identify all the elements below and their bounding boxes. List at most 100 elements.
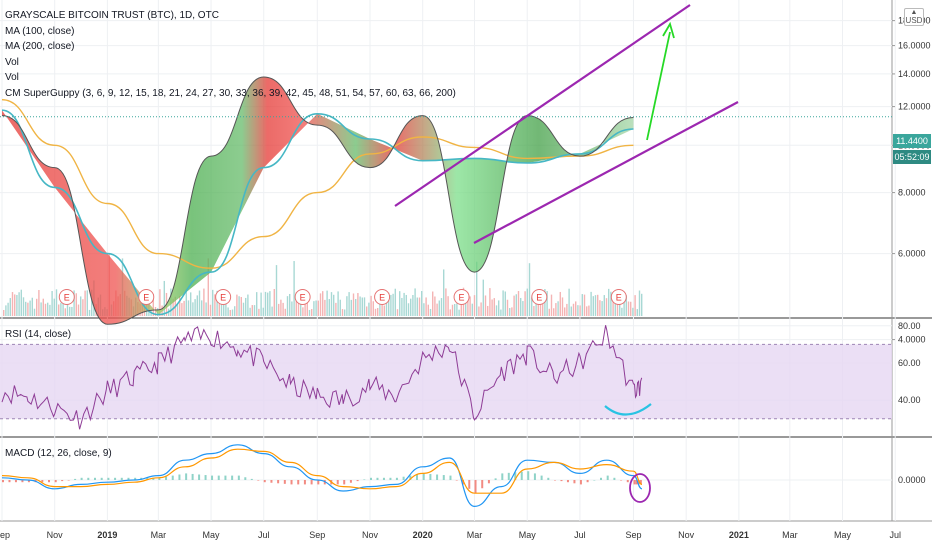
earnings-marker[interactable]: E [294,289,311,305]
ma200-line[interactable] [1,99,634,269]
volume-bar [381,303,383,316]
volume-bar [392,293,394,316]
projection-arrow-shaft[interactable] [646,31,671,141]
volume-bar [355,299,357,316]
volume-bar [577,305,579,316]
earnings-circle [215,289,232,305]
volume-bar [82,299,84,316]
macd-hist-bar [152,477,155,480]
ma100-line[interactable] [1,109,634,316]
volume-bar [183,300,185,316]
macd-hist-bar [297,480,300,485]
volume-bar [297,294,300,316]
volume-bar [445,288,447,316]
symbol-title[interactable]: GRAYSCALE BITCOIN TRUST (BTC), 1D, OTC [5,10,219,21]
volume-bar [51,291,53,316]
volume-bar [71,306,73,316]
volume-bar [234,306,236,316]
volume-bar [205,302,207,316]
earnings-marker[interactable]: E [374,289,391,305]
volume-bar [427,304,429,316]
legend-ma100[interactable]: MA (100, close) [5,25,75,37]
volume-bar [245,297,247,316]
macd-hist-bar [94,477,96,480]
earnings-letter: E [379,293,385,303]
macd-signal-line[interactable] [1,448,643,494]
rsi-label[interactable]: RSI (14, close) [5,329,72,340]
legend-vol-1[interactable]: Vol [5,56,19,68]
macd-hist-bar [566,480,569,483]
earnings-marker[interactable]: E [215,289,232,305]
volume-bar [542,297,544,316]
time-tick-label: Mar [151,530,167,540]
macd-hist-bar [554,480,556,481]
volume-bar [181,303,183,316]
volume-bar [610,291,612,316]
volume-bar [194,299,196,316]
price-line[interactable] [1,76,634,325]
rsi-pane[interactable] [0,325,892,430]
earnings-marker[interactable]: E [58,289,75,305]
macd-hist-bar [303,480,306,485]
volume-bar [341,309,344,316]
volume-bar [515,294,517,316]
volume-bar [590,291,592,316]
volume-bar [236,294,238,316]
price-tick-label: 8.0000 [898,188,926,198]
volume-bar [192,302,194,316]
volume-bar [247,294,249,316]
macd-pane[interactable] [1,444,643,508]
volume-bar [627,301,630,316]
macd-hist-bar [61,480,64,482]
volume-bar [278,303,280,316]
volume-bar [401,297,403,316]
time-tick-label: May [834,530,852,540]
legend-ma200[interactable]: MA (200, close) [5,41,75,53]
volume-bar [352,293,355,316]
earnings-marker[interactable]: E [610,289,627,305]
macd-hist-bar [520,471,523,480]
volume-bar [469,296,471,316]
earnings-marker[interactable]: E [453,289,470,305]
volume-bar [520,297,522,316]
earnings-marker[interactable]: E [138,289,155,305]
macd-hist-bar [455,480,458,481]
volume-bar [473,295,476,316]
volume-bar [179,296,181,316]
rsi-line[interactable] [1,325,643,430]
volume-bar [31,297,33,316]
projection-arrow-head[interactable] [662,21,675,39]
volume-bar [346,296,348,316]
volume-bar [425,297,427,316]
macd-circle-annotation[interactable] [629,473,651,503]
volume-bar [612,302,614,316]
trend-channel-lower[interactable] [473,101,739,244]
volume-bar [625,295,627,316]
macd-hist-bar [637,480,640,485]
legend-vol-2[interactable]: Vol [5,72,19,84]
macd-label[interactable]: MACD (12, 26, close, 9) [5,448,112,459]
trend-channel-upper[interactable] [394,4,691,207]
macd-tick-label: 0.0000 [898,475,926,485]
volume-bar [480,302,482,316]
volume-bar [172,298,174,316]
volume-bar [229,309,231,316]
volume-bar [20,289,22,316]
earnings-marker[interactable]: E [531,289,548,305]
drawing-annotations[interactable] [394,4,739,503]
volume-bar [293,261,295,316]
volume-bar [49,304,51,316]
volume-bar [385,296,388,316]
macd-hist-bar [474,480,477,494]
macd-hist-bar [74,478,77,480]
price-tick-label: 16.0000 [898,41,931,51]
volume-bar [275,265,278,316]
volume-bar [372,301,374,316]
volume-bar [335,302,337,316]
rsi-smile-annotation[interactable] [604,403,652,416]
volume-bar [29,300,31,316]
currency-button[interactable]: ▲ USD [904,8,924,26]
legend-superguppy[interactable]: CM SuperGuppy (3, 6, 9, 12, 15, 18, 21, … [5,87,456,99]
